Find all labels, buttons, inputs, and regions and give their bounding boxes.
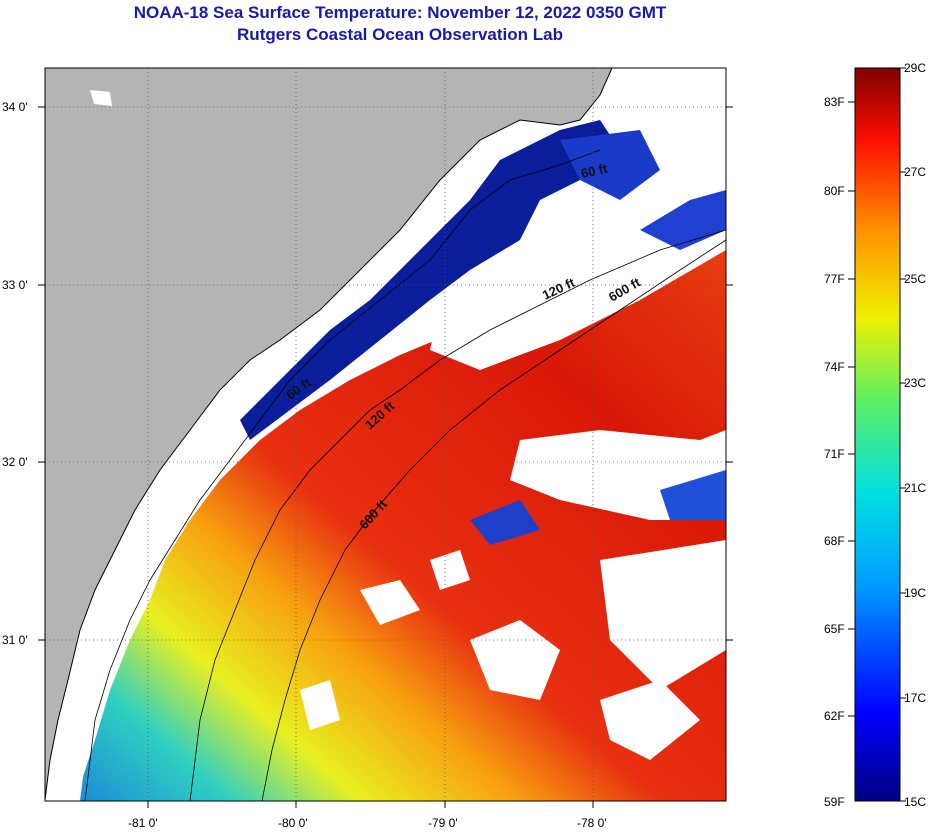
map-title: NOAA-18 Sea Surface Temperature: Novembe… (133, 3, 667, 22)
colorbar-f-label: 68F (824, 534, 845, 548)
colorbar (854, 67, 901, 802)
cloud-patch (45, 360, 250, 801)
sst-cold-patch (470, 500, 540, 545)
colorbar-f-label: 83F (824, 95, 845, 109)
axis-ticks (38, 106, 733, 808)
lat-label: 31 0' (2, 633, 28, 647)
contour-label: 60 ft (580, 161, 610, 181)
colorbar-f-label: 77F (824, 272, 845, 286)
colorbar-f-label: 74F (824, 360, 845, 374)
cloud-patch (360, 580, 420, 625)
lat-label: 34 0' (2, 100, 28, 114)
cloud-patch (430, 550, 470, 590)
cloud-patch (600, 680, 700, 760)
cloud-patch (430, 210, 726, 370)
colorbar-f-label: 80F (824, 184, 845, 198)
map-subtitle: Rutgers Coastal Ocean Observation Lab (237, 25, 563, 44)
lon-label: -79 0' (428, 816, 458, 830)
colorbar-f-label: 65F (824, 622, 845, 636)
colorbar-fahrenheit-labels: 83F 80F 77F 74F 71F 68F 65F 62F 59F (824, 95, 845, 809)
cloud-patch (600, 540, 726, 690)
graticule (45, 68, 726, 801)
contour-600ft (261, 239, 726, 801)
contour-120ft (189, 229, 726, 801)
lon-label: -78 0' (577, 816, 607, 830)
lon-label: -81 0' (128, 816, 158, 830)
sst-cold-patch (660, 470, 726, 520)
colorbar-c-label: 19C (904, 586, 926, 600)
coastline (45, 68, 613, 801)
colorbar-c-label: 15C (904, 795, 926, 809)
lat-label: 33 0' (2, 278, 28, 292)
cloud-patch (300, 680, 340, 730)
colorbar-ticks (848, 67, 906, 802)
land-mass (45, 68, 612, 800)
sst-cold-patch (640, 190, 726, 250)
lat-label: 32 0' (2, 455, 28, 469)
colorbar-c-label: 25C (904, 272, 926, 286)
colorbar-c-label: 29C (904, 61, 926, 75)
sst-cold-band (560, 130, 660, 200)
map-field (45, 68, 726, 801)
map-frame (44, 67, 727, 802)
colorbar-c-label: 21C (904, 481, 926, 495)
cloud-patch (90, 90, 112, 106)
colorbar-f-label: 59F (824, 795, 845, 809)
sst-cold-band (240, 120, 620, 440)
contour-60ft (84, 149, 601, 801)
colorbar-f-label: 71F (824, 447, 845, 461)
colorbar-c-label: 23C (904, 376, 926, 390)
colorbar-celsius-labels: 29C 27C 25C 23C 21C 19C 17C 15C (904, 61, 926, 809)
sst-warm-field (75, 230, 726, 801)
colorbar-c-label: 17C (904, 691, 926, 705)
colorbar-c-label: 27C (904, 165, 926, 179)
lon-label: -80 0' (278, 816, 308, 830)
colorbar-f-label: 62F (824, 709, 845, 723)
